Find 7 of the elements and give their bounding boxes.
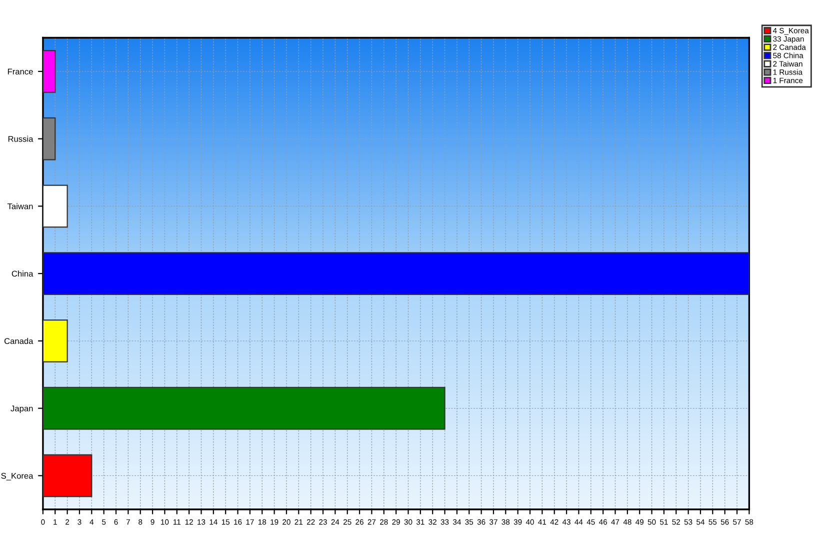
y-tick-label: Canada bbox=[4, 338, 34, 344]
y-tick-label: Russia bbox=[8, 136, 34, 142]
y-tick-label: France bbox=[8, 68, 33, 75]
y-tick-label: Taiwan bbox=[7, 203, 33, 210]
y-tick-label: S_Korea bbox=[1, 472, 34, 480]
y-tick-label: China bbox=[12, 270, 34, 277]
y-tick-label: Japan bbox=[10, 406, 33, 414]
